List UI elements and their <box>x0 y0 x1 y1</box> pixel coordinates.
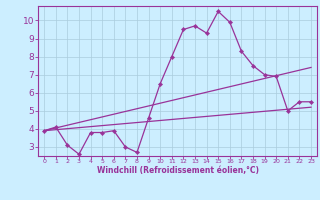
X-axis label: Windchill (Refroidissement éolien,°C): Windchill (Refroidissement éolien,°C) <box>97 166 259 175</box>
